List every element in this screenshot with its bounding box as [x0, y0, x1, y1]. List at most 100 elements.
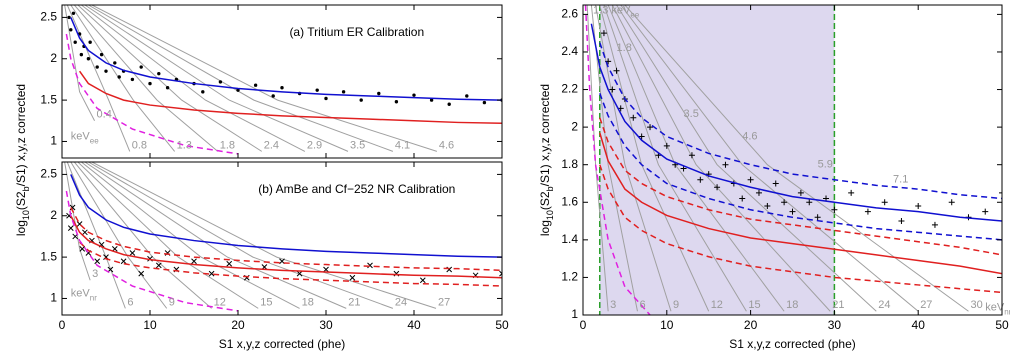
band-edge — [65, 33, 239, 155]
data-point — [931, 221, 938, 228]
data-point — [647, 124, 654, 131]
unit-label: 1.3 keVee — [593, 5, 640, 20]
data-point — [79, 245, 86, 252]
data-point — [814, 214, 821, 221]
data-point — [999, 189, 1002, 196]
unit-label: keVee — [71, 130, 99, 145]
y-tick-label: 1.5 — [40, 92, 57, 106]
y-tick-label: 1.2 — [561, 270, 578, 284]
data-point — [722, 161, 729, 168]
plot-area — [64, 162, 502, 312]
data-point — [139, 65, 143, 69]
data-point — [120, 258, 127, 265]
energy-contour — [77, 162, 259, 309]
data-point — [465, 94, 469, 98]
y-tick-label: 2.2 — [561, 82, 578, 96]
contour-label: 5.9 — [818, 159, 833, 171]
x-tick-label: 30 — [319, 318, 333, 332]
x-tick-label: 10 — [660, 318, 674, 332]
data-point — [208, 270, 215, 277]
contour-label: 30 — [970, 299, 982, 311]
data-point — [789, 208, 796, 215]
unit-label: keVnr — [985, 301, 1010, 316]
data-point — [296, 270, 303, 277]
data-point — [394, 100, 399, 104]
contour-label: 3 — [92, 268, 98, 280]
data-point — [279, 258, 285, 265]
energy-contour — [81, 162, 300, 309]
label-text: log — [14, 220, 28, 236]
contour-label: 24 — [878, 299, 890, 311]
y-tick-label: 1.5 — [40, 249, 57, 263]
data-point — [419, 277, 426, 284]
y-tick-label: 2.5 — [40, 167, 57, 181]
y-tick-label: 2.6 — [561, 7, 578, 21]
label-text: /S1) x,y,z corrected — [538, 84, 552, 186]
label-subscript: b — [21, 186, 31, 191]
axes-frame — [61, 4, 503, 159]
data-point — [157, 71, 161, 76]
contour-label: 21 — [348, 296, 360, 308]
data-point — [130, 77, 135, 82]
label-text: (S2 — [14, 191, 28, 210]
data-point — [69, 28, 73, 32]
energy-contour — [84, 5, 349, 152]
band-line — [78, 70, 502, 125]
data-point — [697, 176, 704, 183]
contour-label: 7.1 — [893, 174, 908, 186]
panel-title: (b) AmBe and Cf−252 NR Calibration — [258, 182, 455, 196]
energy-contour — [64, 162, 91, 281]
contour-label: 15 — [260, 296, 272, 308]
contour-label: 12 — [711, 299, 723, 311]
y-tick-label: 2 — [571, 119, 578, 133]
data-point — [226, 260, 233, 267]
shaded-region — [599, 5, 835, 315]
band-edge — [584, 5, 651, 315]
data-point — [324, 96, 328, 101]
band-line — [70, 17, 502, 101]
data-point — [71, 11, 76, 15]
x-tick-label: 50 — [995, 318, 1009, 332]
data-point — [138, 270, 145, 277]
y-tick-label: 2.5 — [40, 10, 57, 24]
data-point — [806, 199, 813, 206]
contour-label: 12 — [214, 296, 226, 308]
data-point — [797, 189, 804, 196]
contour-label: 9 — [673, 299, 679, 311]
band-edge — [599, 164, 1002, 294]
data-point — [104, 69, 108, 73]
energy-contour — [81, 5, 306, 152]
data-point — [482, 100, 487, 105]
data-point — [95, 65, 99, 69]
contour-label: 27 — [920, 299, 932, 311]
label-subscript: 10 — [21, 210, 31, 220]
data-point — [898, 218, 905, 225]
data-point — [113, 61, 117, 65]
y-tick-label: 1.8 — [561, 157, 578, 171]
contour-label: 15 — [748, 299, 760, 311]
data-point — [499, 270, 502, 277]
x-tick-label: 0 — [580, 318, 587, 332]
data-point — [86, 57, 91, 61]
energy-contour — [624, 5, 969, 312]
contour-label: 18 — [302, 296, 314, 308]
band-edge — [79, 241, 502, 287]
contour-label: 6 — [639, 299, 645, 311]
y-tick-label: 1 — [50, 134, 57, 148]
data-point — [638, 133, 645, 140]
label-text: /S1) x,y,z corrected — [14, 84, 28, 186]
data-point — [73, 40, 77, 44]
band-edge — [599, 42, 1002, 200]
data-point — [609, 86, 616, 93]
contour-label: 0.4 — [97, 109, 112, 121]
data-point — [79, 52, 84, 57]
x-tick-label: 20 — [744, 318, 758, 332]
contour-label: 3 — [610, 299, 616, 311]
label-subscript: 10 — [545, 210, 555, 220]
y-tick-label: 1 — [50, 291, 57, 305]
band-line — [70, 174, 502, 258]
contour-label: 1.8 — [220, 139, 235, 151]
x-axis-label: S1 x,y,z corrected (phe) — [729, 337, 856, 351]
data-point — [688, 152, 695, 159]
band-line — [599, 132, 1002, 275]
